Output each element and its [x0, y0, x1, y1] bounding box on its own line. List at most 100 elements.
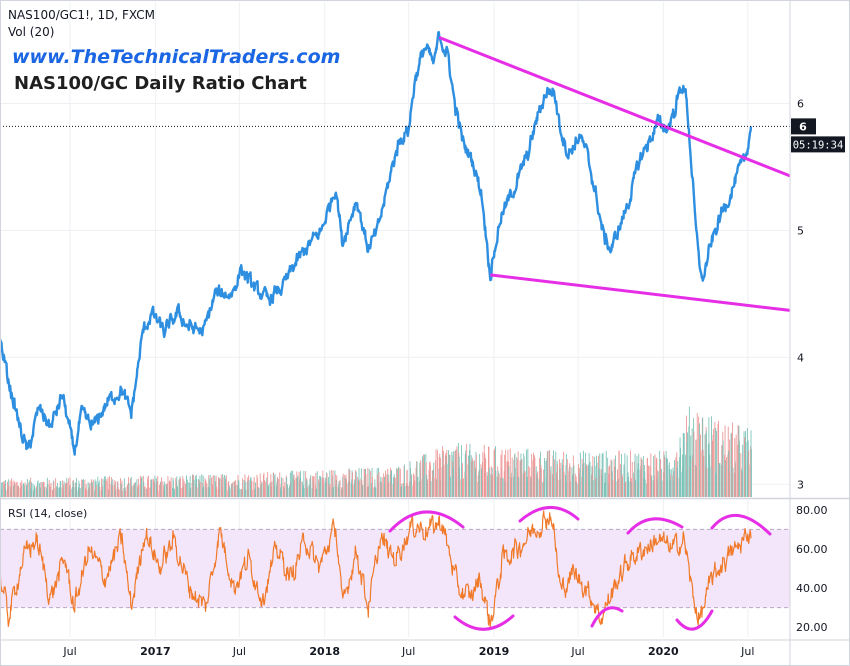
- volume-bar: [731, 433, 732, 497]
- volume-bar: [23, 483, 25, 497]
- volume-bar: [14, 483, 16, 497]
- volume-bar: [69, 485, 70, 497]
- volume-bar: [469, 443, 471, 497]
- volume-bar: [350, 482, 352, 497]
- volume-bar: [352, 472, 353, 497]
- volume-bar: [176, 476, 178, 497]
- volume-bar: [475, 467, 476, 497]
- volume-bar: [342, 473, 344, 497]
- volume-bar: [47, 484, 49, 497]
- volume-bar: [443, 464, 445, 497]
- volume-bar: [29, 480, 31, 497]
- volume-bar: [260, 484, 262, 497]
- volume-bar: [689, 455, 691, 497]
- volume-bar: [488, 446, 489, 497]
- volume-bar: [443, 450, 444, 497]
- volume-bar: [576, 481, 577, 497]
- volume-bar: [708, 442, 710, 497]
- volume-bar: [289, 485, 290, 497]
- volume-bar: [30, 488, 32, 497]
- volume-bar: [303, 488, 305, 497]
- volume-bar: [582, 463, 584, 497]
- volume-bar: [110, 484, 112, 497]
- volume-bar: [16, 482, 18, 497]
- volume-bar: [492, 474, 494, 497]
- volume-bar: [459, 467, 461, 497]
- volume-bar: [153, 481, 155, 497]
- rsi-arc: [453, 614, 515, 631]
- volume-bar: [205, 480, 207, 497]
- volume-bar: [620, 464, 622, 497]
- volume-bar: [101, 478, 102, 497]
- volume-bar: [81, 486, 83, 497]
- volume-bar: [483, 445, 485, 497]
- volume-bar: [9, 480, 11, 497]
- volume-bar: [700, 434, 701, 497]
- volume-bar: [581, 458, 583, 497]
- volume-bar: [254, 489, 256, 497]
- volume-bar: [477, 475, 479, 497]
- volume-bar: [579, 473, 581, 497]
- volume-bar: [413, 475, 415, 497]
- volume-bar: [732, 422, 733, 497]
- volume-bar: [61, 487, 63, 497]
- volume-bar: [520, 459, 522, 497]
- volume-bar: [18, 485, 19, 497]
- volume-bar: [112, 485, 114, 497]
- volume-bar: [328, 483, 330, 497]
- volume-bar: [504, 454, 506, 497]
- volume-bar: [643, 477, 645, 497]
- volume-bar: [418, 481, 420, 497]
- volume-bar: [63, 481, 65, 497]
- volume-bar: [680, 472, 682, 497]
- volume-bar: [37, 480, 39, 497]
- volume-bar: [53, 488, 55, 497]
- volume-bar: [334, 474, 336, 497]
- volume-bar: [308, 485, 310, 497]
- volume-bar: [437, 450, 438, 497]
- volume-bar: [726, 457, 727, 497]
- volume-bar: [195, 484, 197, 497]
- volume-bar: [344, 475, 346, 497]
- time-tick-label: 2020: [648, 645, 679, 658]
- volume-bar: [60, 481, 62, 497]
- volume-bar: [242, 478, 243, 497]
- volume-bar: [417, 476, 419, 497]
- volume-bar: [536, 473, 538, 497]
- volume-bar: [435, 460, 436, 497]
- volume-bar: [27, 482, 29, 497]
- volume-bar: [565, 454, 567, 497]
- volume-bar: [432, 470, 434, 497]
- volume-bar: [571, 467, 573, 497]
- volume-bar: [595, 479, 597, 497]
- volume-bar: [370, 487, 372, 497]
- volume-bar: [413, 482, 415, 497]
- volume-bar: [367, 467, 369, 497]
- volume-bar: [662, 480, 664, 497]
- volume-bar: [739, 440, 740, 497]
- volume-bar: [143, 486, 145, 497]
- volume-bar: [257, 486, 259, 497]
- volume-bar: [293, 474, 295, 497]
- volume-bar: [134, 482, 136, 497]
- volume-bar: [516, 457, 518, 497]
- volume-bar: [264, 481, 266, 497]
- volume-bar: [188, 490, 190, 497]
- volume-bar: [117, 486, 119, 497]
- volume-bar: [179, 476, 181, 497]
- volume-bar: [146, 488, 147, 497]
- volume-bar: [126, 486, 128, 497]
- volume-bar: [494, 478, 495, 497]
- volume-bar: [719, 467, 720, 497]
- volume-bar: [62, 489, 64, 497]
- volume-bar: [719, 462, 721, 497]
- volume-bar: [584, 462, 586, 497]
- volume-bar: [175, 478, 177, 497]
- volume-bar: [302, 485, 304, 497]
- volume-bar: [361, 484, 363, 497]
- volume-bar: [666, 478, 668, 497]
- volume-bar: [521, 459, 523, 497]
- volume-bar: [454, 451, 456, 497]
- volume-bar: [286, 477, 288, 497]
- volume-bar: [416, 461, 417, 497]
